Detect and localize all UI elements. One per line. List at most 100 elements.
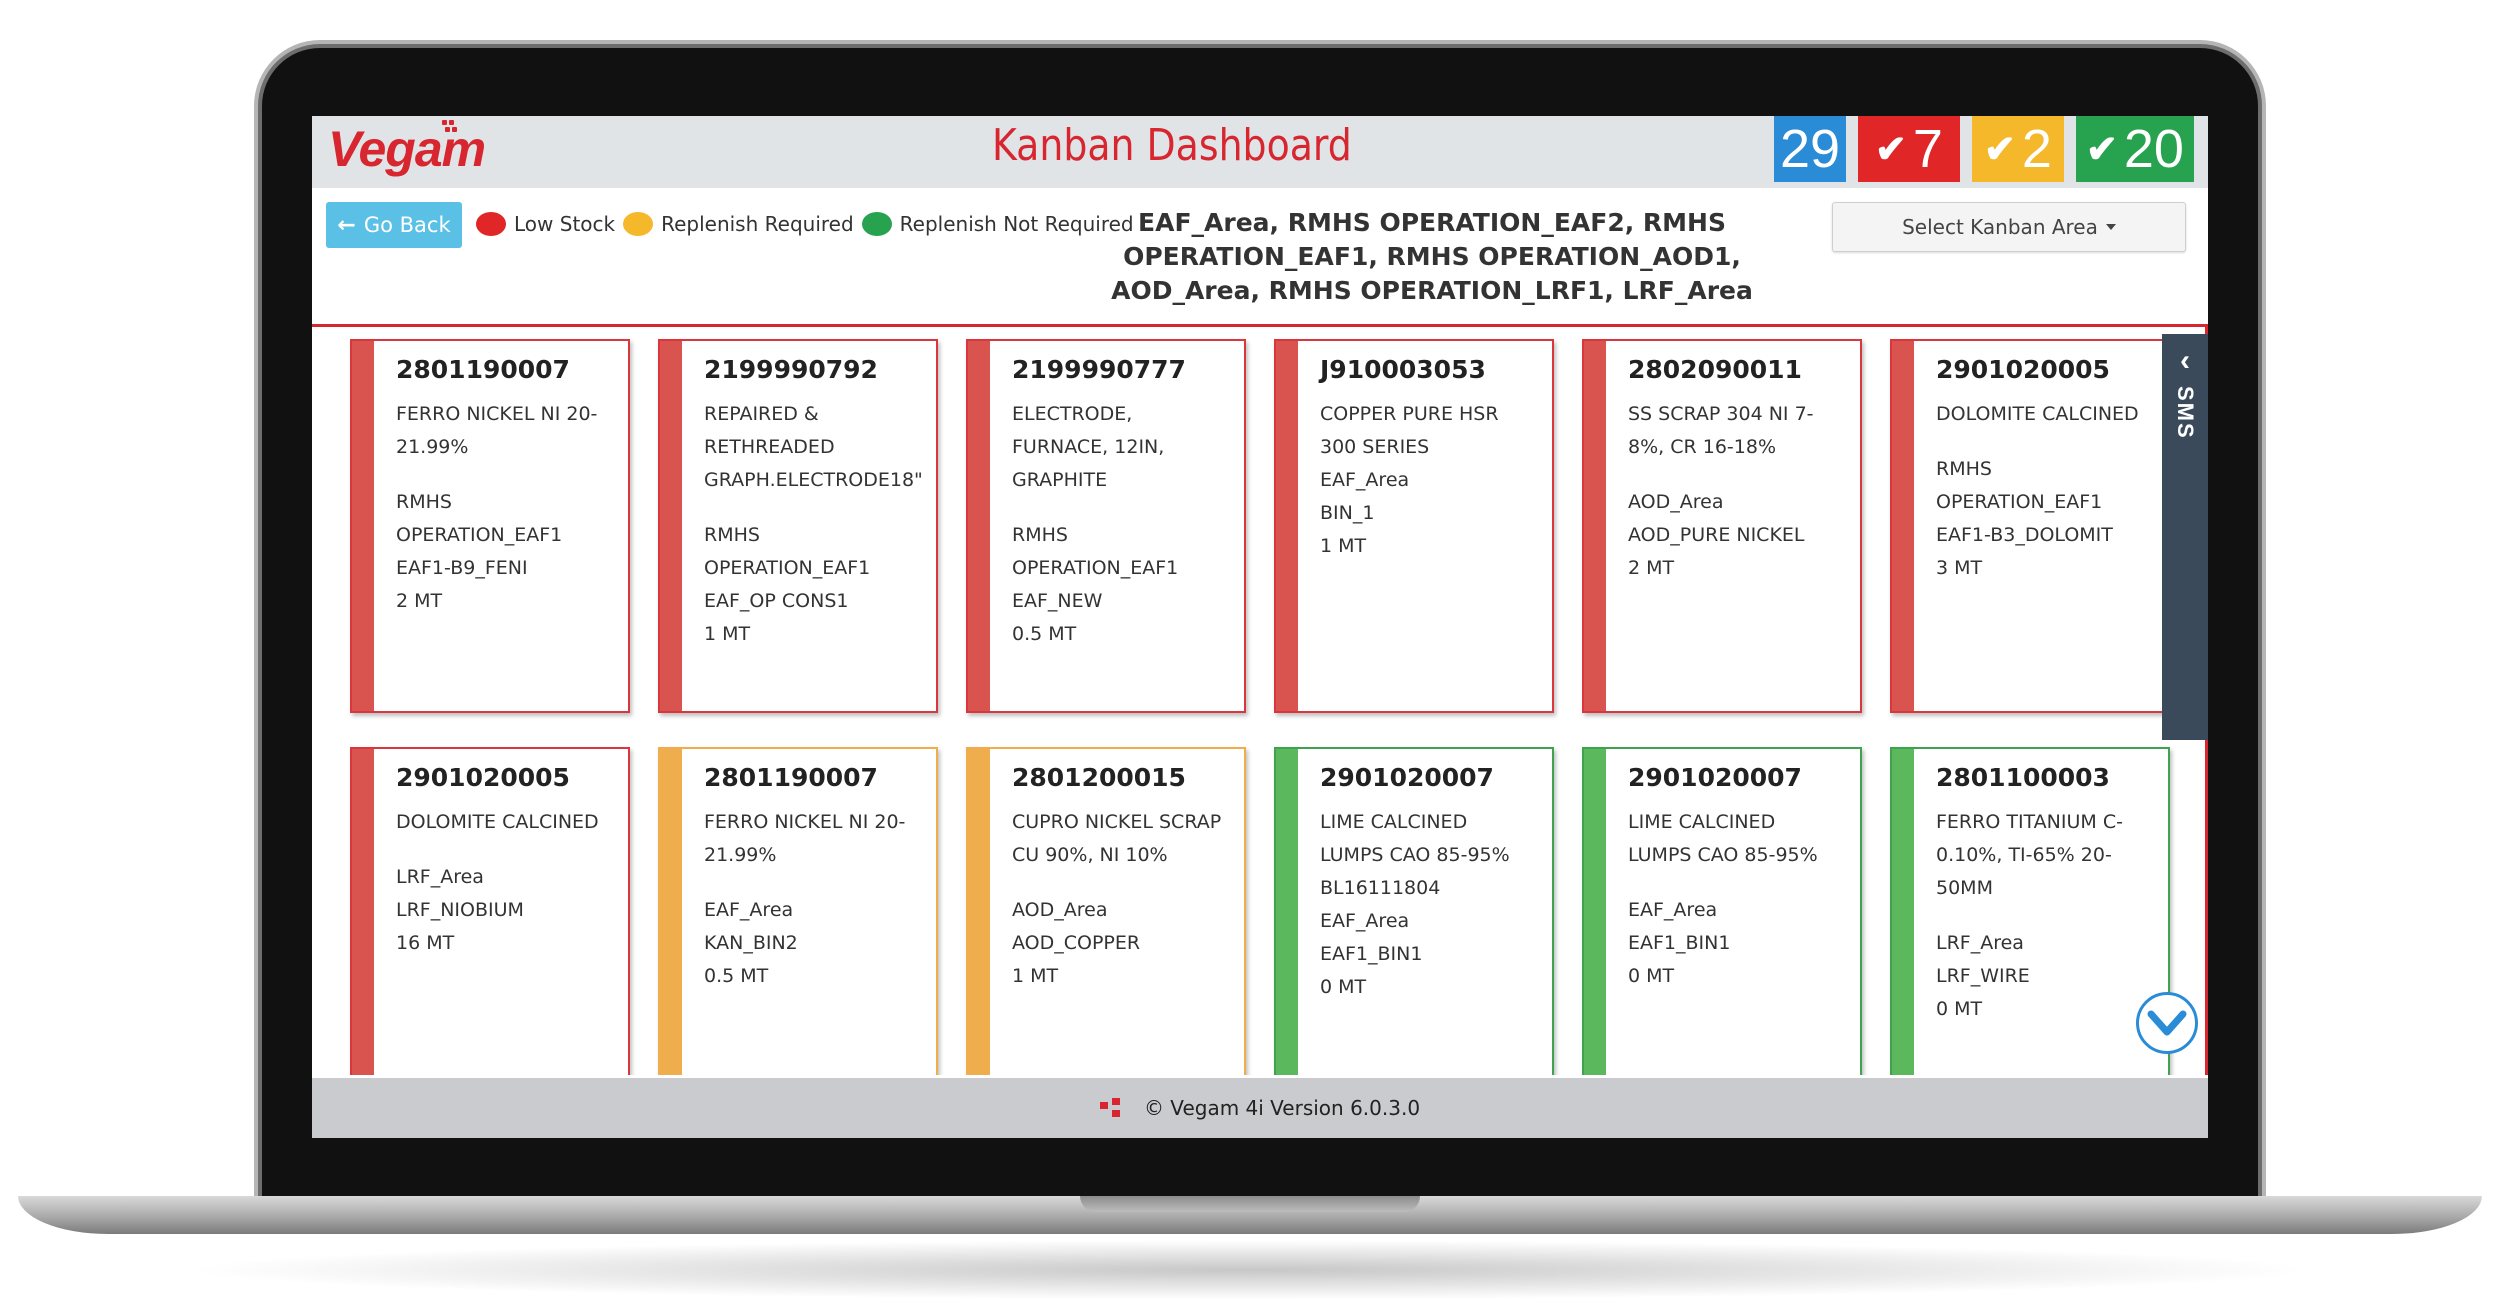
logo-dots-icon bbox=[442, 120, 460, 134]
selected-areas-text: EAF_Area, RMHS OPERATION_EAF2, RMHS OPER… bbox=[1111, 208, 1753, 305]
card-body: 2901020005 DOLOMITE CALCINED LRF_Area LRF_N… bbox=[396, 763, 612, 960]
kanban-card[interactable]: 2901020005 DOLOMITE CALCINED LRF_Area LRF_N… bbox=[350, 747, 630, 1075]
kanban-card[interactable]: 2901020005 DOLOMITE CALCINED RMHS OPERATIO… bbox=[1890, 339, 2170, 713]
card-body: 2801190007 FERRO NICKEL NI 20-21.99% RMHS … bbox=[396, 355, 612, 618]
card-status-bar bbox=[1584, 749, 1606, 1075]
card-body: 2199990792 REPAIRED & RETHREADED GRAPH.EL… bbox=[704, 355, 923, 651]
card-material-code: 2901020007 bbox=[1628, 763, 1802, 792]
card-quantity: 0.5 MT bbox=[1012, 623, 1077, 645]
card-quantity: 1 MT bbox=[1320, 535, 1367, 557]
kanban-card[interactable]: 2199990777 ELECTRODE, FURNACE, 12IN, GRAP… bbox=[966, 339, 1246, 713]
check-icon: ✔ bbox=[1984, 128, 2016, 171]
card-quantity: 0.5 MT bbox=[704, 965, 769, 987]
card-bin: AOD_PURE NICKEL bbox=[1628, 524, 1805, 546]
card-bin: BIN_1 bbox=[1320, 502, 1375, 524]
card-status-bar bbox=[1276, 341, 1298, 711]
replenish-required-count-badge[interactable]: ✔ 2 bbox=[1972, 116, 2064, 182]
card-description: FERRO NICKEL NI 20-21.99% bbox=[704, 811, 906, 866]
card-area: LRF_Area bbox=[1936, 932, 2024, 954]
card-description: COPPER PURE HSR bbox=[1320, 403, 1499, 425]
select-kanban-area-dropdown[interactable]: Select Kanban Area bbox=[1832, 202, 2186, 252]
sms-side-panel-toggle[interactable]: ‹ SMS bbox=[2162, 334, 2208, 740]
kanban-card[interactable]: 2901020007 LIME CALCINED LUMPS CAO 85-95%… bbox=[1274, 747, 1554, 1075]
card-spacer bbox=[1628, 464, 1844, 486]
card-material-code: 2802090011 bbox=[1628, 355, 1802, 384]
legend-replenish-required: Replenish Required bbox=[661, 212, 854, 236]
kanban-board: 2801190007 FERRO NICKEL NI 20-21.99% RMHS … bbox=[312, 327, 2208, 1075]
card-material-code: 2199990792 bbox=[704, 355, 878, 384]
card-material-code: 2801200015 bbox=[1012, 763, 1186, 792]
card-material-code: J910003053 bbox=[1320, 355, 1486, 384]
page-title: Kanban Dashboard bbox=[992, 120, 1352, 171]
card-area: RMHS OPERATION_EAF1 bbox=[396, 491, 563, 546]
card-spacer bbox=[1936, 431, 2152, 453]
card-material-code: 2901020005 bbox=[1936, 355, 2110, 384]
card-batch: 300 SERIES bbox=[1320, 436, 1430, 458]
card-status-bar bbox=[1892, 341, 1914, 711]
card-area: RMHS OPERATION_EAF1 bbox=[1936, 458, 2103, 513]
card-status-bar bbox=[1892, 749, 1914, 1075]
card-quantity: 1 MT bbox=[704, 623, 751, 645]
replenish-not-required-count-badge[interactable]: ✔ 20 bbox=[2076, 116, 2194, 182]
legend-replenish-not-required: Replenish Not Required bbox=[899, 212, 1134, 236]
sms-label: SMS bbox=[2173, 386, 2198, 440]
low-stock-dot-icon bbox=[476, 212, 506, 236]
total-count: 29 bbox=[1779, 119, 1841, 179]
card-material-code: 2199990777 bbox=[1012, 355, 1186, 384]
card-spacer bbox=[396, 839, 612, 861]
kanban-card[interactable]: 2901020007 LIME CALCINED LUMPS CAO 85-95%… bbox=[1582, 747, 1862, 1075]
total-count-badge[interactable]: 29 bbox=[1774, 116, 1846, 182]
replenish-not-required-count: 20 bbox=[2123, 119, 2184, 179]
card-description: FERRO NICKEL NI 20-21.99% bbox=[396, 403, 598, 458]
card-description: LIME CALCINED LUMPS CAO 85-95% bbox=[1628, 811, 1818, 866]
card-area: EAF_Area bbox=[704, 899, 794, 921]
card-area: EAF_Area bbox=[1320, 910, 1410, 932]
card-quantity: 16 MT bbox=[396, 932, 455, 954]
card-bin: LRF_WIRE bbox=[1936, 965, 2030, 987]
select-kanban-area-label: Select Kanban Area bbox=[1902, 215, 2098, 239]
card-description: DOLOMITE CALCINED bbox=[1936, 403, 2139, 425]
vegam-logo: Vegam bbox=[328, 121, 486, 177]
go-back-button[interactable]: ← Go Back bbox=[326, 202, 462, 248]
kanban-card[interactable]: J910003053 COPPER PURE HSR 300 SERIES EAF_A… bbox=[1274, 339, 1554, 713]
card-bin: EAF1-B9_FENI bbox=[396, 557, 528, 579]
card-area: EAF_Area bbox=[1320, 469, 1410, 491]
card-body: J910003053 COPPER PURE HSR 300 SERIES EAF_A… bbox=[1320, 355, 1536, 563]
card-spacer bbox=[396, 464, 612, 486]
card-bin: EAF1_BIN1 bbox=[1320, 943, 1423, 965]
status-legend: Low Stock Replenish Required Replenish N… bbox=[476, 212, 1134, 236]
card-quantity: 0 MT bbox=[1628, 965, 1675, 987]
card-status-bar bbox=[968, 341, 990, 711]
app-screen: Vegam Kanban Dashboard 29 ✔ 7 ✔ 2 ✔ 20 ← bbox=[312, 116, 2208, 1138]
low-stock-count: 7 bbox=[1912, 119, 1943, 179]
card-quantity: 1 MT bbox=[1012, 965, 1059, 987]
status-counters: 29 ✔ 7 ✔ 2 ✔ 20 bbox=[1774, 116, 2194, 182]
card-description: ELECTRODE, FURNACE, 12IN, GRAPHITE bbox=[1012, 403, 1165, 491]
card-material-code: 2801190007 bbox=[704, 763, 878, 792]
card-body: 2801190007 FERRO NICKEL NI 20-21.99% EAF_A… bbox=[704, 763, 920, 993]
card-status-bar bbox=[660, 341, 682, 711]
card-body: 2802090011 SS SCRAP 304 NI 7-8%, CR 16-18… bbox=[1628, 355, 1844, 585]
card-bin: EAF1-B3_DOLOMIT bbox=[1936, 524, 2113, 546]
kanban-card[interactable]: 2801190007 FERRO NICKEL NI 20-21.99% EAF_A… bbox=[658, 747, 938, 1075]
card-status-bar bbox=[1584, 341, 1606, 711]
card-quantity: 0 MT bbox=[1936, 998, 1983, 1020]
kanban-card[interactable]: 2199990792 REPAIRED & RETHREADED GRAPH.EL… bbox=[658, 339, 938, 713]
card-area: AOD_Area bbox=[1012, 899, 1108, 921]
card-body: 2199990777 ELECTRODE, FURNACE, 12IN, GRAP… bbox=[1012, 355, 1228, 651]
kanban-card[interactable]: 2801100003 FERRO TITANIUM C-0.10%, TI-65%… bbox=[1890, 747, 2170, 1075]
card-description: SS SCRAP 304 NI 7-8%, CR 16-18% bbox=[1628, 403, 1814, 458]
card-bin: KAN_BIN2 bbox=[704, 932, 798, 954]
scroll-down-button[interactable] bbox=[2136, 992, 2198, 1054]
arrow-left-icon: ← bbox=[337, 212, 356, 238]
card-spacer bbox=[1012, 497, 1228, 519]
kanban-card[interactable]: 2801200015 CUPRO NICKEL SCRAP CU 90%, NI … bbox=[966, 747, 1246, 1075]
header: Vegam Kanban Dashboard 29 ✔ 7 ✔ 2 ✔ 20 bbox=[312, 116, 2208, 188]
low-stock-count-badge[interactable]: ✔ 7 bbox=[1858, 116, 1960, 182]
card-bin: AOD_COPPER bbox=[1012, 932, 1141, 954]
card-bin: EAF1_BIN1 bbox=[1628, 932, 1731, 954]
card-bin: LRF_NIOBIUM bbox=[396, 899, 524, 921]
card-spacer bbox=[1936, 905, 2152, 927]
kanban-card[interactable]: 2802090011 SS SCRAP 304 NI 7-8%, CR 16-18… bbox=[1582, 339, 1862, 713]
kanban-card[interactable]: 2801190007 FERRO NICKEL NI 20-21.99% RMHS … bbox=[350, 339, 630, 713]
